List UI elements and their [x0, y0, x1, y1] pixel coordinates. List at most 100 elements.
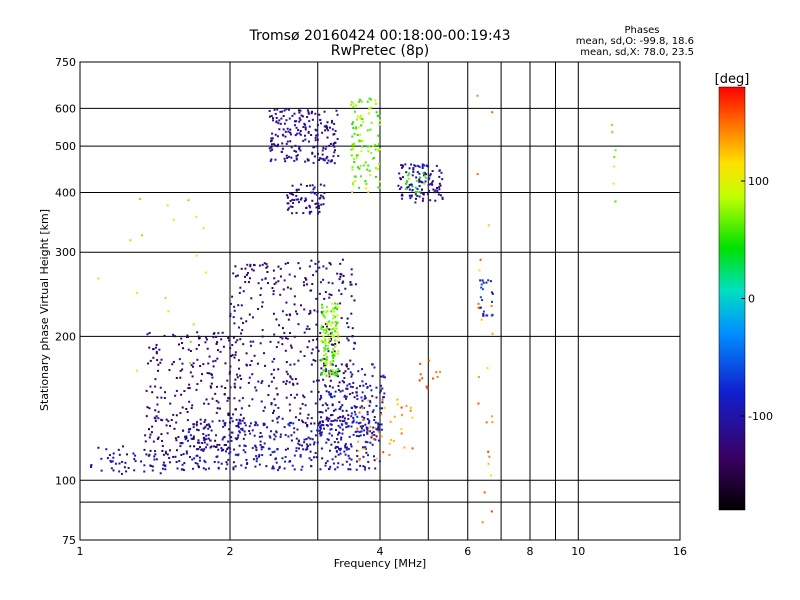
data-point [239, 386, 242, 389]
data-point [202, 449, 205, 452]
data-point [350, 458, 353, 461]
data-point [304, 448, 307, 451]
data-point [282, 380, 285, 383]
data-point [246, 461, 249, 464]
data-point [366, 431, 369, 434]
data-point [377, 134, 380, 137]
data-point [375, 386, 378, 389]
data-point [195, 454, 198, 457]
data-point [335, 370, 338, 373]
data-point [198, 441, 201, 444]
data-point [168, 456, 171, 459]
data-point [232, 336, 235, 339]
data-point [233, 309, 236, 312]
data-point [356, 430, 359, 433]
y-tick-label: 75 [62, 534, 76, 547]
data-point [232, 413, 235, 416]
data-point [185, 436, 188, 439]
data-point [271, 148, 274, 151]
data-point [205, 434, 208, 437]
data-point [149, 433, 152, 436]
data-point [481, 521, 484, 524]
data-point [396, 398, 399, 401]
data-point [285, 313, 288, 316]
data-point [306, 417, 309, 420]
data-point [477, 375, 480, 378]
data-point [275, 346, 278, 349]
data-point [374, 467, 377, 470]
data-point [350, 412, 353, 415]
data-point [159, 472, 162, 475]
data-point [281, 337, 284, 340]
y-tick-label: 400 [55, 186, 76, 199]
data-point [229, 365, 232, 368]
data-point [311, 283, 314, 286]
data-point [185, 407, 188, 410]
data-point [325, 328, 328, 331]
data-point [337, 416, 340, 419]
data-point [382, 396, 385, 399]
data-point [346, 446, 349, 449]
y-tick-label: 300 [55, 246, 76, 259]
data-point [156, 359, 159, 362]
data-point [348, 435, 351, 438]
data-point [250, 360, 253, 363]
data-point [285, 119, 288, 122]
data-point [355, 156, 358, 159]
data-point [322, 335, 325, 338]
data-point [367, 454, 370, 457]
data-point [360, 124, 363, 127]
data-point [377, 430, 380, 433]
data-point [196, 462, 199, 465]
data-point [232, 466, 235, 469]
data-point [303, 134, 306, 137]
data-point [244, 267, 247, 270]
data-point [293, 112, 296, 115]
data-point [288, 313, 291, 316]
data-point [355, 468, 358, 471]
data-point [416, 194, 419, 197]
data-point [310, 430, 313, 433]
data-point [189, 455, 192, 458]
data-point [224, 386, 227, 389]
data-point [308, 457, 311, 460]
data-point [196, 358, 199, 361]
data-point [324, 342, 327, 345]
data-point [331, 413, 334, 416]
data-point [272, 411, 275, 414]
data-point [401, 193, 404, 196]
data-point [299, 149, 302, 152]
data-point [352, 144, 355, 147]
data-point [412, 168, 415, 171]
data-point [310, 112, 313, 115]
data-point [338, 370, 341, 373]
data-point [294, 134, 297, 137]
data-point [368, 467, 371, 470]
data-point [277, 280, 280, 283]
data-point [207, 437, 210, 440]
data-point [356, 134, 359, 137]
data-point [307, 413, 310, 416]
data-point [181, 406, 184, 409]
data-point [328, 296, 331, 299]
data-point [415, 176, 418, 179]
data-point [270, 143, 273, 146]
data-point [238, 291, 241, 294]
data-point [298, 146, 301, 149]
data-point [336, 321, 339, 324]
data-point [322, 278, 325, 281]
data-point [399, 178, 402, 181]
data-point [209, 439, 212, 442]
data-point [240, 464, 243, 467]
data-point [325, 325, 328, 328]
data-point [227, 446, 230, 449]
data-point [366, 429, 369, 432]
data-point [373, 156, 376, 159]
data-point [276, 393, 279, 396]
data-point [155, 346, 158, 349]
data-point [318, 411, 321, 414]
data-point [316, 441, 319, 444]
data-point [345, 397, 348, 400]
data-point [417, 164, 420, 167]
data-point [189, 350, 192, 353]
